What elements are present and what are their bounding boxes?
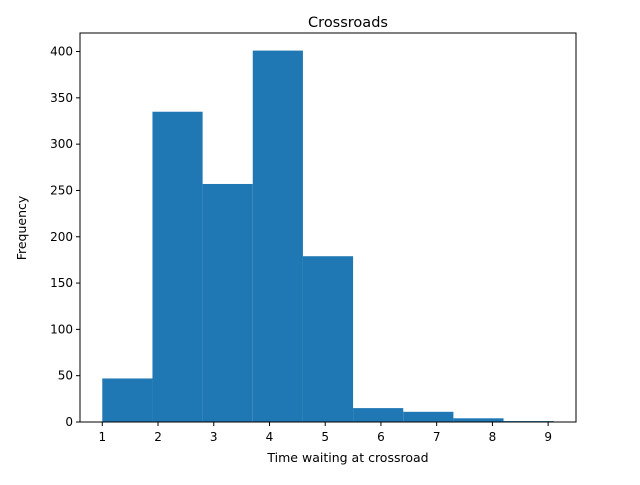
x-tick-label: 9 xyxy=(544,430,552,444)
x-tick-label: 1 xyxy=(98,430,106,444)
x-tick-label: 8 xyxy=(489,430,497,444)
x-axis-label: Time waiting at crossroad xyxy=(266,450,428,465)
histogram-bar-5 xyxy=(302,256,354,422)
histogram-bars xyxy=(102,50,554,422)
y-tick-label: 400 xyxy=(50,45,73,59)
x-tick-label: 4 xyxy=(266,430,274,444)
x-tick-label: 7 xyxy=(433,430,441,444)
y-axis-label: Frequency xyxy=(14,195,29,260)
histogram-bar-7 xyxy=(403,411,454,422)
y-tick-label: 250 xyxy=(50,183,73,197)
y-tick-label: 150 xyxy=(50,276,73,290)
histogram-bar-1 xyxy=(102,378,153,422)
x-tick-label: 2 xyxy=(154,430,162,444)
histogram-bar-4 xyxy=(252,50,303,422)
x-tick-label: 3 xyxy=(210,430,218,444)
plot-frame xyxy=(79,32,577,423)
y-axis-ticks: 0 50 100 150 200 250 300 350 400 xyxy=(50,45,80,429)
y-tick-label: 50 xyxy=(58,369,73,383)
histogram-bar-2 xyxy=(152,111,203,422)
y-tick-label: 350 xyxy=(50,91,73,105)
x-tick-label: 6 xyxy=(377,430,385,444)
y-tick-label: 300 xyxy=(50,137,73,151)
histogram-bar-6 xyxy=(353,408,404,422)
y-tick-label: 0 xyxy=(65,415,73,429)
histogram-bar-3 xyxy=(202,183,253,422)
chart-title: Crossroads xyxy=(308,15,388,31)
y-tick-label: 200 xyxy=(50,230,73,244)
y-tick-label: 100 xyxy=(50,322,73,336)
x-tick-label: 5 xyxy=(321,430,329,444)
histogram-bar-8 xyxy=(453,418,504,422)
x-axis-ticks: 1 2 3 4 5 6 7 8 9 xyxy=(98,422,552,444)
